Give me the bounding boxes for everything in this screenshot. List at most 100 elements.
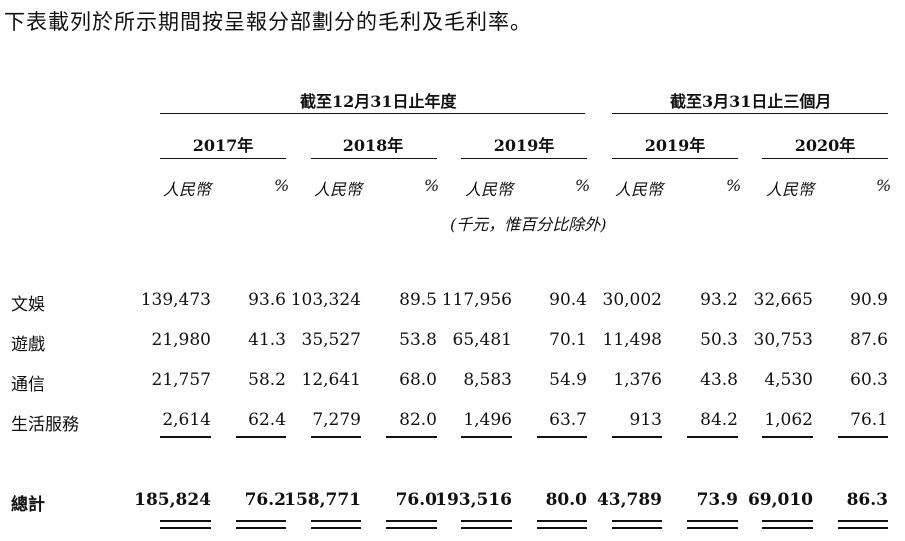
total-amount-cell: 193,516: [435, 490, 512, 510]
total-margin-cell: 80.0: [545, 490, 587, 510]
group-underline-three-months: [612, 113, 888, 114]
total-double-rule: [311, 520, 361, 522]
total-margin-cell: 76.2: [244, 490, 286, 510]
unit-currency: 人民幣: [163, 180, 212, 199]
margin-cell: 89.5: [399, 290, 437, 310]
amount-cell: 117,956: [441, 290, 512, 310]
total-double-rule: [386, 527, 437, 529]
subtotal-rule: [762, 436, 813, 438]
year-underline: [160, 158, 286, 159]
total-double-rule: [838, 527, 888, 529]
unit-currency: 人民幣: [766, 180, 815, 199]
unit-currency: 人民幣: [314, 180, 363, 199]
amount-cell: 1,062: [764, 410, 813, 430]
total-double-rule: [236, 527, 286, 529]
total-double-rule: [537, 520, 587, 522]
total-amount-cell: 43,789: [596, 490, 662, 510]
year-header-2020-q1: 2020年: [794, 136, 856, 155]
amount-cell: 1,376: [613, 370, 662, 390]
row-label-total: 總計: [11, 495, 45, 515]
unit-percent: %: [424, 176, 440, 195]
margin-cell: 53.8: [399, 330, 437, 350]
margin-cell: 87.6: [850, 330, 888, 350]
unit-currency: 人民幣: [465, 180, 514, 199]
total-double-rule: [762, 520, 813, 522]
amount-cell: 35,527: [301, 330, 361, 350]
margin-cell: 90.9: [850, 290, 888, 310]
margin-cell: 60.3: [850, 370, 888, 390]
margin-cell: 50.3: [700, 330, 738, 350]
amount-cell: 30,002: [602, 290, 662, 310]
year-header-2017: 2017年: [192, 136, 254, 155]
subtotal-rule: [236, 436, 286, 438]
subtotal-rule: [838, 436, 888, 438]
amount-cell: 65,481: [452, 330, 512, 350]
amount-cell: 2,614: [162, 410, 211, 430]
amount-cell: 103,324: [290, 290, 361, 310]
total-margin-cell: 86.3: [846, 490, 888, 510]
margin-cell: 70.1: [549, 330, 587, 350]
total-double-rule: [386, 520, 437, 522]
margin-cell: 54.9: [549, 370, 587, 390]
total-margin-cell: 73.9: [696, 490, 738, 510]
margin-cell: 58.2: [248, 370, 286, 390]
year-underline: [612, 158, 738, 159]
subtotal-rule: [311, 436, 361, 438]
group-underline-year-ended: [160, 113, 585, 114]
amount-cell: 7,279: [312, 410, 361, 430]
total-double-rule: [687, 527, 738, 529]
margin-cell: 82.0: [399, 410, 437, 430]
total-double-rule: [537, 527, 587, 529]
amount-cell: 21,757: [151, 370, 211, 390]
subtotal-rule: [386, 436, 437, 438]
intro-text: 下表載列於所示期間按呈報分部劃分的毛利及毛利率。: [4, 10, 532, 34]
total-double-rule: [160, 527, 211, 529]
total-double-rule: [160, 520, 211, 522]
total-double-rule: [461, 527, 512, 529]
margin-cell: 93.2: [700, 290, 738, 310]
total-double-rule: [762, 527, 813, 529]
amount-cell: 1,496: [463, 410, 512, 430]
year-underline: [762, 158, 888, 159]
total-margin-cell: 76.0: [395, 490, 437, 510]
total-amount-cell: 158,771: [284, 490, 361, 510]
total-amount-cell: 69,010: [747, 490, 813, 510]
margin-cell: 62.4: [248, 410, 286, 430]
year-underline: [461, 158, 587, 159]
row-label-lifestyle-services: 生活服務: [11, 415, 79, 435]
unit-note: (千元，惟百分比除外): [450, 215, 607, 234]
subtotal-rule: [537, 436, 587, 438]
total-double-rule: [236, 520, 286, 522]
amount-cell: 32,665: [753, 290, 813, 310]
total-double-rule: [461, 520, 512, 522]
subtotal-rule: [160, 436, 211, 438]
row-label-entertainment: 文娛: [11, 295, 45, 315]
margin-cell: 84.2: [700, 410, 738, 430]
subtotal-rule: [461, 436, 512, 438]
amount-cell: 30,753: [753, 330, 813, 350]
total-double-rule: [311, 527, 361, 529]
unit-percent: %: [274, 176, 290, 195]
margin-cell: 93.6: [248, 290, 286, 310]
row-label-communications: 通信: [11, 375, 45, 395]
amount-cell: 8,583: [463, 370, 512, 390]
group-header-three-months: 截至3月31日止三個月: [670, 92, 832, 111]
year-header-2019: 2019年: [493, 136, 555, 155]
unit-percent: %: [726, 176, 742, 195]
margin-cell: 43.8: [700, 370, 738, 390]
unit-percent: %: [876, 176, 892, 195]
year-header-2018: 2018年: [342, 136, 404, 155]
amount-cell: 21,980: [151, 330, 211, 350]
subtotal-rule: [687, 436, 738, 438]
margin-cell: 68.0: [399, 370, 437, 390]
margin-cell: 41.3: [248, 330, 286, 350]
total-double-rule: [612, 520, 662, 522]
row-label-games: 遊戲: [11, 335, 45, 355]
total-double-rule: [838, 520, 888, 522]
amount-cell: 913: [629, 410, 662, 430]
total-amount-cell: 185,824: [134, 490, 211, 510]
year-underline: [311, 158, 437, 159]
unit-currency: 人民幣: [615, 180, 664, 199]
subtotal-rule: [612, 436, 662, 438]
group-header-year-ended: 截至12月31日止年度: [300, 92, 457, 111]
